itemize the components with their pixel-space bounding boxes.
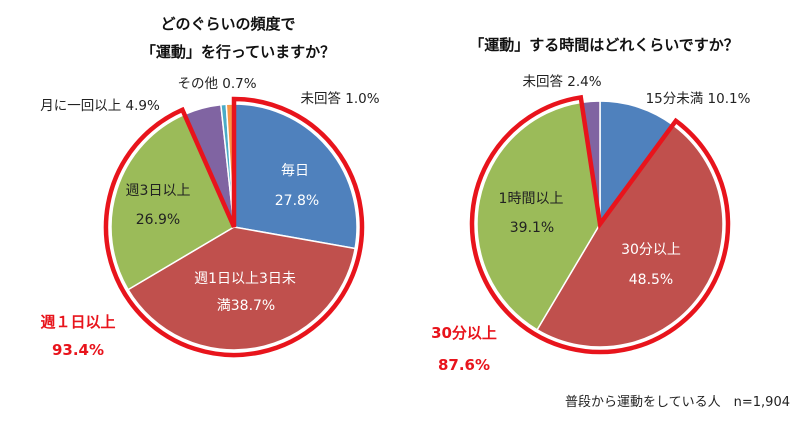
pie-slice [127, 226, 356, 351]
highlight-outline [103, 96, 365, 358]
slice-label: 未回答 1.0% [300, 90, 379, 107]
pie-slice [233, 103, 358, 250]
pie-chart-frequency: どのぐらいの頻度で 「運動」を行っていますか？ 毎日 27.8% 週1日以上3日… [40, 15, 380, 359]
slice-label: 15分未満 10.1% [646, 91, 751, 107]
slice-label: 未回答 2.4% [522, 73, 601, 90]
slice-label: 1時間以上 [499, 191, 564, 207]
slice-label: 週1日以上3日未 [194, 271, 296, 287]
highlight-value: 93.4% [52, 341, 104, 359]
slice-label: 週3日以上 [126, 183, 191, 199]
highlight-label: 週１日以上 [40, 313, 115, 331]
slice-label: 48.5% [629, 272, 673, 288]
pie-slice [536, 123, 724, 348]
slice-label: その他 0.7% [177, 76, 256, 92]
highlight-outline [469, 94, 731, 355]
slice-label: 26.9% [136, 212, 180, 228]
chart-title-line: 「運動」を行っていますか？ [141, 43, 335, 61]
slice-label: 満38.7% [217, 298, 275, 314]
slice-label: 27.8% [275, 193, 319, 209]
slice-label: 39.1% [510, 220, 554, 236]
slice-label: 月に一回以上 4.9% [40, 98, 160, 114]
chart-title-line: 「運動」する時間はどれくらいですか？ [469, 36, 739, 54]
pie-slice [476, 101, 601, 331]
highlight-value: 87.6% [438, 356, 490, 374]
pie-chart-duration: 「運動」する時間はどれくらいですか？ 15分未満 10.1% 30分以上 48.… [431, 36, 751, 374]
chart-title-line: どのぐらいの頻度で [160, 15, 295, 33]
slice-label: 毎日 [281, 163, 309, 179]
sample-note: 普段から運動をしている人 n=1,904 [565, 395, 790, 410]
slice-label: 30分以上 [621, 242, 681, 258]
highlight-label: 30分以上 [431, 324, 497, 342]
